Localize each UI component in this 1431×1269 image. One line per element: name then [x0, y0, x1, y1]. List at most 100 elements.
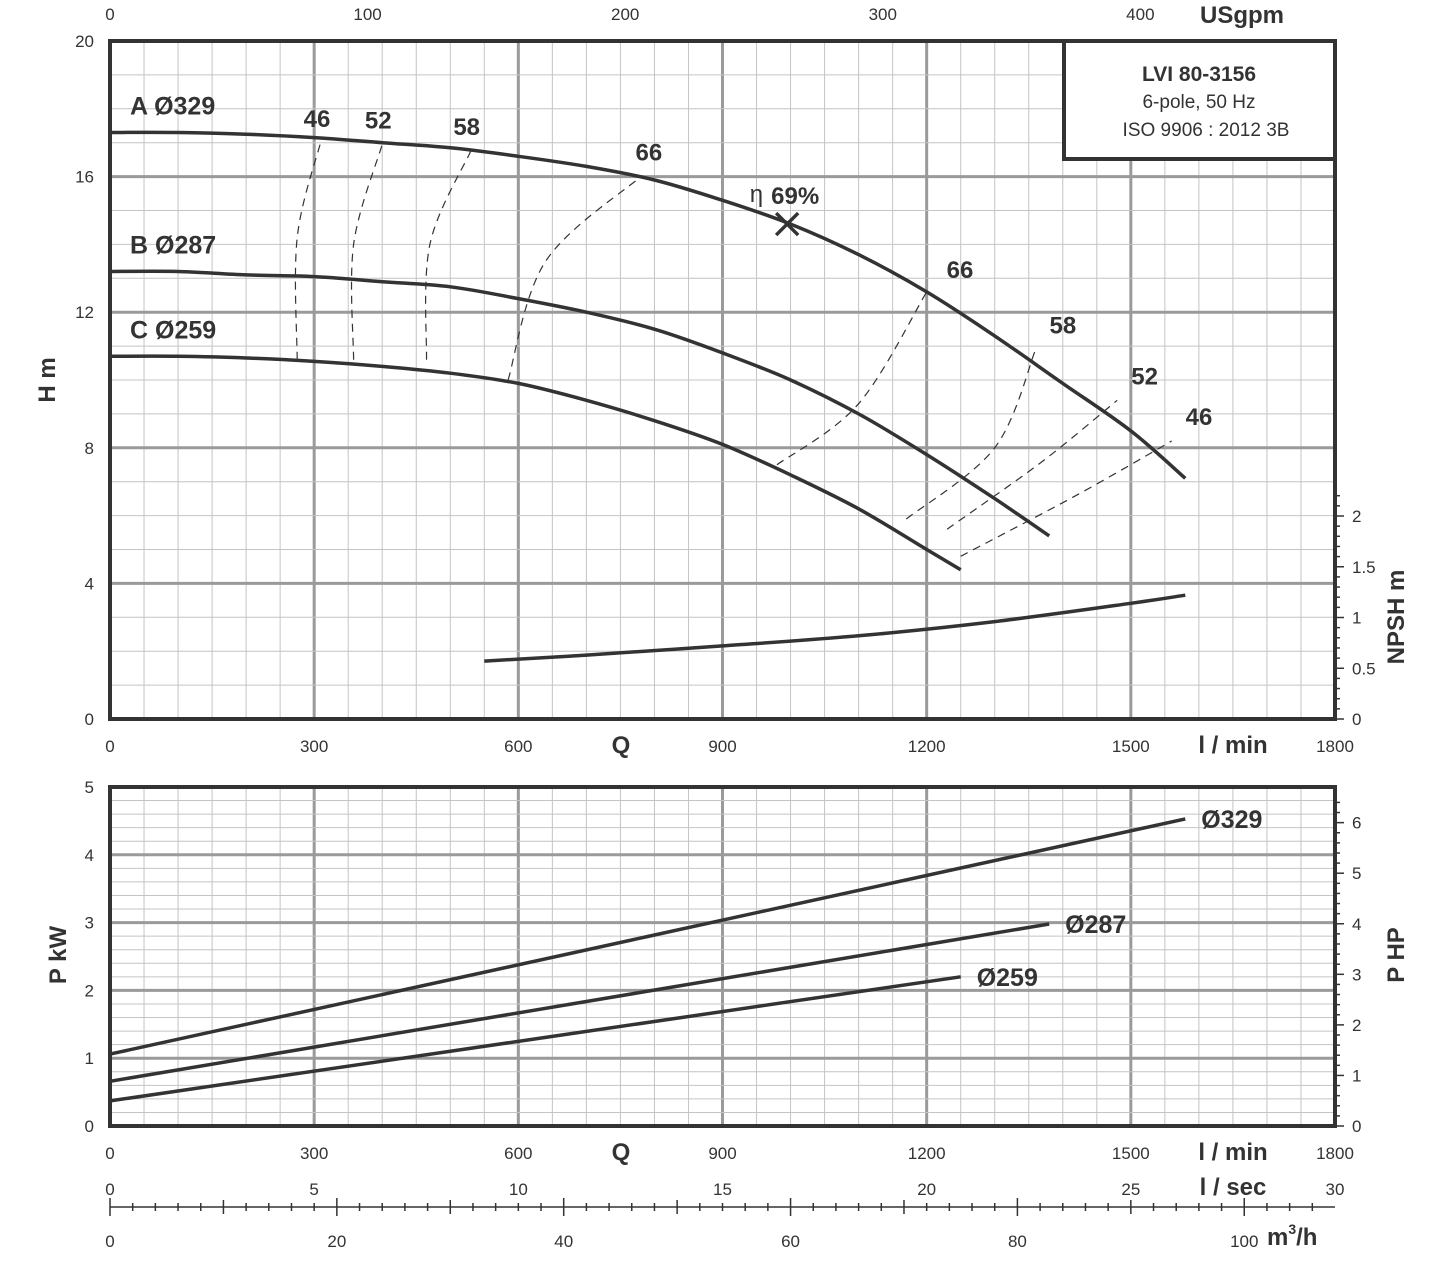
efficiency-label-left: 66 [635, 140, 662, 167]
efficiency-contour-right-58 [905, 349, 1037, 520]
php-tick-label: 4 [1352, 915, 1361, 934]
npsh-curve [484, 593, 1186, 663]
npsh-tick-label: 1.5 [1352, 558, 1376, 577]
head-curve-label: C Ø259 [130, 316, 216, 344]
lmin-axis-label-bottom: l / min [1198, 1139, 1267, 1166]
lmin-tick-label: 900 [708, 1144, 736, 1163]
efficiency-contours: 46 46 52 52 58 58 66 66 η 69% [294, 106, 1213, 557]
m3h-axis-label: m3/h [1267, 1221, 1317, 1251]
lmin-tick-label: 300 [300, 737, 328, 756]
efficiency-label-left: 58 [453, 114, 480, 141]
head-tick-label: 4 [85, 574, 94, 593]
bep-label: 69% [771, 183, 819, 210]
power-curve [109, 922, 1050, 1084]
lsec-tick-label: 30 [1326, 1180, 1345, 1199]
php-tick-label: 3 [1352, 965, 1361, 984]
head-tick-label: 8 [85, 439, 94, 458]
m3h-tick-label: 0 [105, 1232, 114, 1251]
pkw-tick-label: 4 [85, 846, 94, 865]
head-tick-label: 0 [85, 710, 94, 729]
efficiency-contour-left-52 [350, 144, 383, 360]
npsh-axis-label: NPSH m [1383, 570, 1410, 665]
power-curve-label: Ø329 [1201, 806, 1262, 834]
npsh-tick-label: 2 [1352, 507, 1361, 526]
php-tick-label: 0 [1352, 1117, 1361, 1136]
lmin-tick-label: 1200 [908, 737, 946, 756]
head-plot-frame [108, 39, 1337, 721]
power-curves: Ø329 Ø287 Ø259 [109, 806, 1262, 1103]
lmin-tick-label: 300 [300, 1144, 328, 1163]
lmin-tick-label: 1800 [1316, 1144, 1354, 1163]
efficiency-contour-left-66 [507, 176, 642, 381]
legend-box: LVI 80-3156 6-pole, 50 Hz ISO 9906 : 201… [1062, 39, 1337, 161]
lmin-tick-label: 600 [504, 737, 532, 756]
m3h-tick-label: 40 [554, 1232, 573, 1251]
npsh-tick-label: 0 [1352, 710, 1361, 729]
legend-line-2: ISO 9906 : 2012 3B [1123, 120, 1290, 141]
lmin-tick-label: 0 [105, 737, 114, 756]
npsh-tick-label: 0.5 [1352, 659, 1376, 678]
php-tick-label: 6 [1352, 814, 1361, 833]
head-curve-b [109, 269, 1051, 538]
head-curve-a [109, 130, 1187, 480]
power-curve [109, 975, 961, 1103]
efficiency-contour-right-46 [960, 440, 1172, 557]
efficiency-label-left: 52 [365, 107, 392, 134]
power-curve-label: Ø287 [1065, 911, 1126, 939]
m3h-tick-label: 80 [1008, 1232, 1027, 1251]
efficiency-label-right: 52 [1131, 363, 1158, 390]
power-curve-label: Ø259 [977, 964, 1038, 992]
legend-model: LVI 80-3156 [1142, 63, 1256, 86]
pkw-tick-label: 1 [85, 1049, 94, 1068]
usgpm-tick-label: 400 [1126, 5, 1154, 24]
pkw-axis-label: P kW [45, 926, 72, 985]
npsh-tick-label: 1 [1352, 609, 1361, 628]
usgpm-tick-label: 200 [611, 5, 639, 24]
lmin-tick-label: 1500 [1112, 1144, 1150, 1163]
m3h-tick-label: 20 [327, 1232, 346, 1251]
efficiency-contour-right-66 [776, 291, 928, 466]
efficiency-label-left: 46 [304, 106, 331, 133]
head-curve-c [109, 354, 962, 572]
head-tick-label: 20 [75, 32, 94, 51]
m3h-axis-ticks: 0 20 40 60 80 100 [105, 1198, 1314, 1251]
q-axis-label-bottom: Q [612, 1139, 631, 1166]
efficiency-contour-right-52 [946, 399, 1118, 530]
efficiency-contour-left-46 [294, 140, 322, 360]
legend-line-1: 6-pole, 50 Hz [1142, 92, 1255, 113]
lmin-tick-label: 1200 [908, 1144, 946, 1163]
lsec-tick-label: 15 [713, 1180, 732, 1199]
efficiency-label-right: 46 [1186, 404, 1213, 431]
efficiency-label-right: 66 [947, 257, 974, 284]
lmin-tick-label: 0 [105, 1144, 114, 1163]
head-curve-label: B Ø287 [130, 232, 216, 260]
lsec-axis-label: l / sec [1200, 1174, 1267, 1201]
lsec-tick-label: 20 [917, 1180, 936, 1199]
lmin-tick-label: 600 [504, 1144, 532, 1163]
php-tick-label: 2 [1352, 1016, 1361, 1035]
efficiency-label-right: 58 [1050, 312, 1077, 339]
m3h-tick-label: 60 [781, 1232, 800, 1251]
head-axis-label: H m [34, 357, 61, 402]
lsec-tick-label: 0 [105, 1180, 114, 1199]
head-tick-label: 16 [75, 168, 94, 187]
usgpm-axis-label: USgpm [1200, 2, 1284, 29]
head-curve-label: A Ø329 [130, 93, 215, 121]
lmin-tick-label: 900 [708, 737, 736, 756]
power-plot-frame [108, 785, 1337, 1128]
efficiency-contour-left-58 [424, 150, 472, 360]
usgpm-tick-label: 100 [353, 5, 381, 24]
pkw-tick-label: 3 [85, 914, 94, 933]
pkw-tick-label: 0 [85, 1117, 94, 1136]
pkw-tick-label: 2 [85, 981, 94, 1000]
efficiency-symbol: η [750, 181, 763, 208]
usgpm-tick-label: 300 [869, 5, 897, 24]
head-curves: A Ø329 B Ø287 C Ø259 [109, 93, 1187, 663]
php-tick-label: 1 [1352, 1066, 1361, 1085]
pkw-tick-label: 5 [85, 778, 94, 797]
lsec-tick-label: 5 [309, 1180, 318, 1199]
php-tick-label: 5 [1352, 864, 1361, 883]
power-curve [109, 817, 1186, 1056]
